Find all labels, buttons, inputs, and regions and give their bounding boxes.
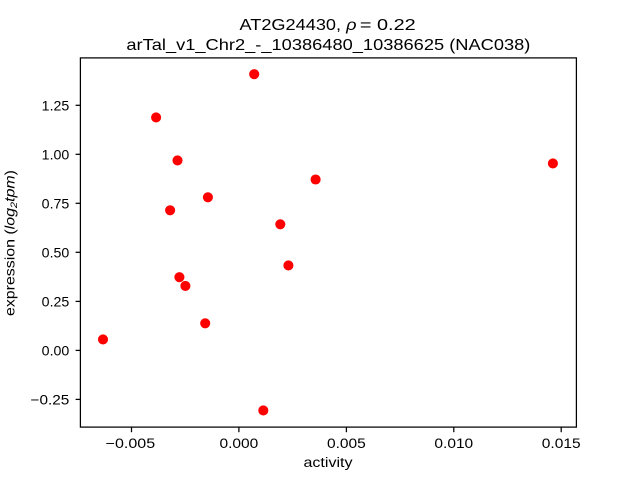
svg-text:expression (log2tpm): expression (log2tpm): [3, 170, 21, 316]
svg-text:0.005: 0.005: [327, 436, 366, 451]
svg-text:1.25: 1.25: [42, 99, 70, 114]
svg-text:activity: activity: [304, 455, 353, 470]
svg-text:AT2G24430, ρ: AT2G24430, ρ: [240, 17, 357, 34]
svg-text:arTal_v1_Chr2_-_10386480_10386: arTal_v1_Chr2_-_10386480_10386625 (NAC03…: [126, 37, 530, 54]
svg-text:0.50: 0.50: [42, 246, 70, 261]
svg-text:0.00: 0.00: [42, 344, 70, 359]
svg-text:0.25: 0.25: [42, 295, 70, 310]
svg-text:0.000: 0.000: [220, 436, 259, 451]
svg-text:−0.25: −0.25: [31, 393, 70, 408]
svg-text:1.00: 1.00: [42, 148, 70, 163]
svg-text:= 0.22: = 0.22: [360, 17, 416, 34]
svg-text:0.010: 0.010: [434, 436, 473, 451]
svg-text:0.75: 0.75: [42, 197, 70, 212]
svg-text:−0.005: −0.005: [106, 436, 156, 451]
svg-text:0.015: 0.015: [542, 436, 581, 451]
